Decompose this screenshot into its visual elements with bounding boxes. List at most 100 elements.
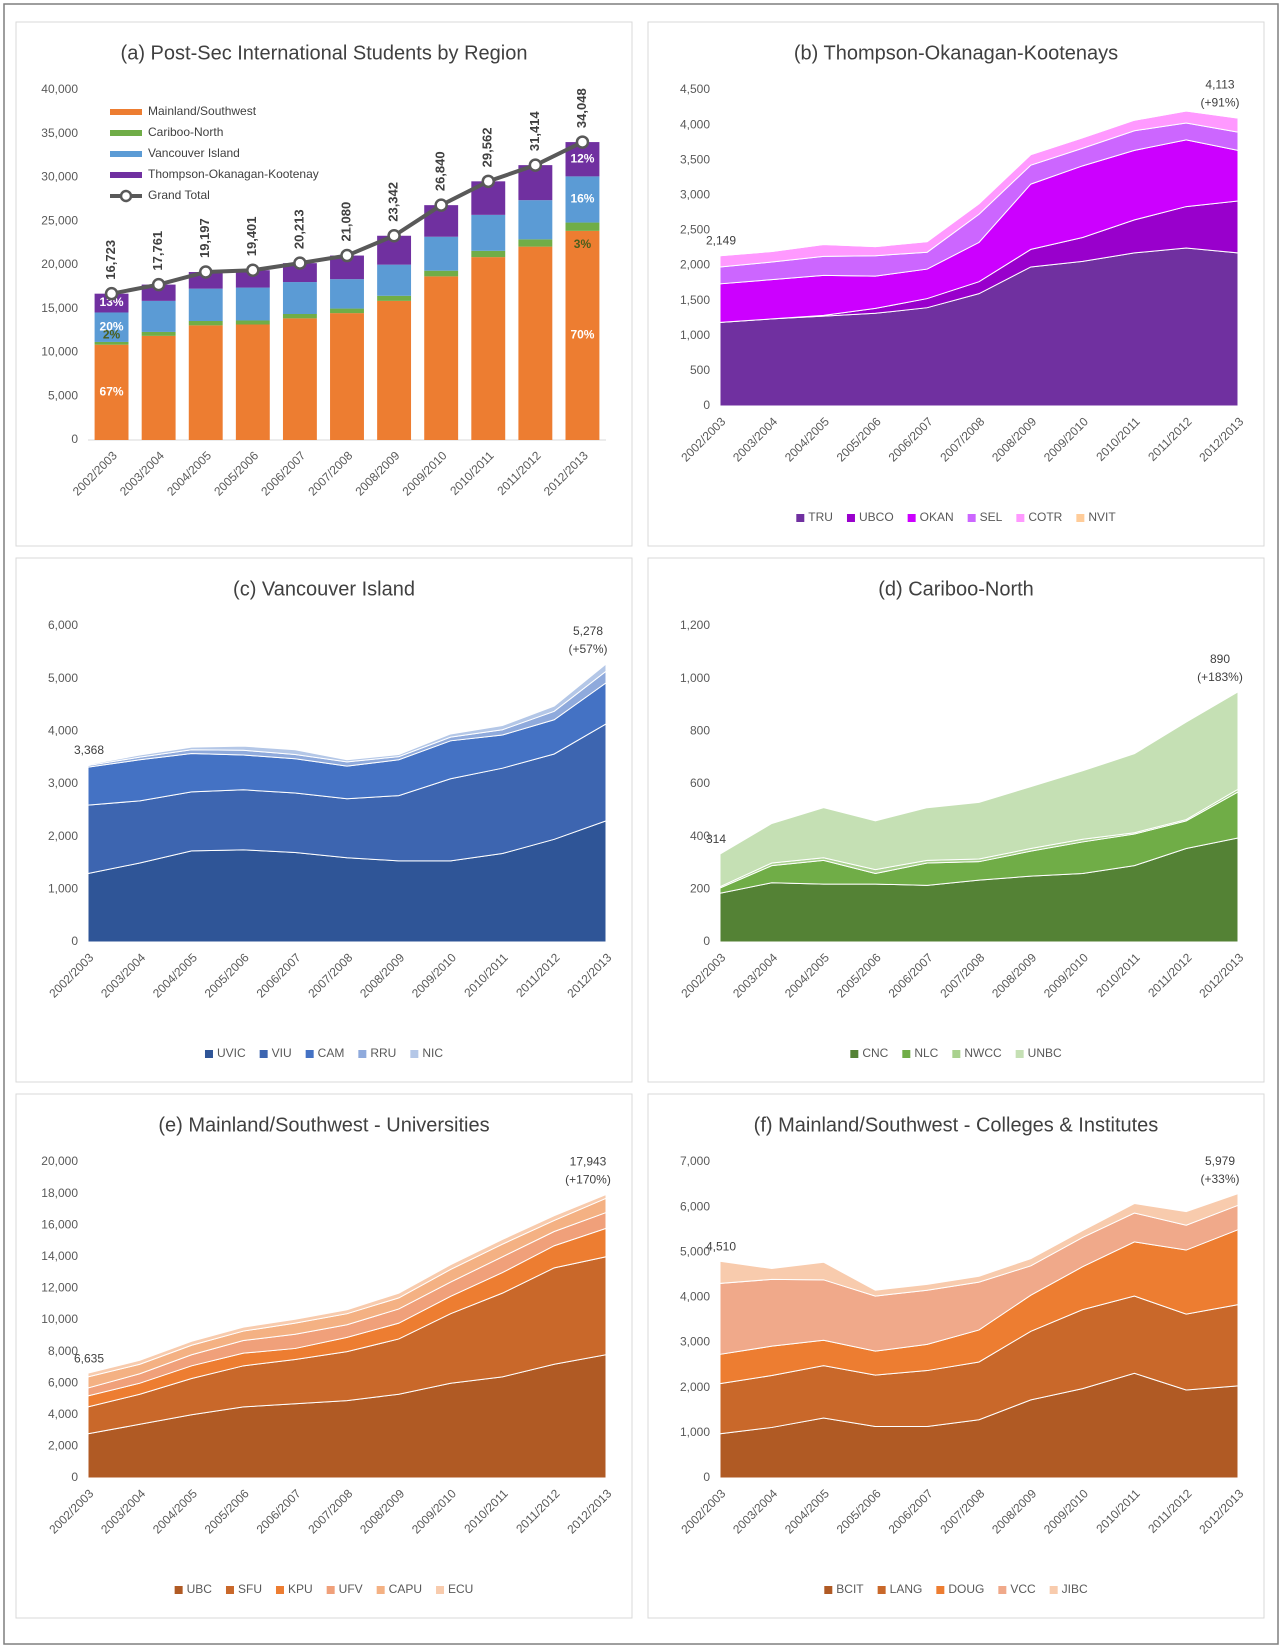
y-tick-label: 15,000 [41, 301, 78, 315]
y-tick-label: 1,000 [680, 1425, 710, 1439]
bar-segment [141, 335, 176, 440]
y-tick-label: 2,500 [680, 223, 710, 237]
total-label: 16,723 [103, 240, 118, 280]
legend-label: UBCO [859, 510, 894, 524]
legend-label: Grand Total [148, 188, 210, 202]
legend-label: NWCC [964, 1046, 1002, 1060]
chart-title: (d) Cariboo-North [878, 578, 1034, 600]
bar-segment [330, 313, 364, 440]
legend-swatch [358, 1050, 367, 1058]
legend-swatch [1015, 1050, 1024, 1058]
legend-swatch [305, 1050, 314, 1058]
chart-title: (c) Vancouver Island [233, 578, 415, 600]
legend-label: ECU [448, 1582, 473, 1596]
total-marker [198, 265, 213, 279]
legend-swatch [326, 1586, 335, 1594]
y-tick-label: 4,000 [680, 117, 710, 131]
area [87, 1193, 607, 1378]
legend-swatch [110, 151, 142, 157]
y-tick-label: 1,000 [48, 882, 78, 896]
legend-label: KPU [288, 1582, 313, 1596]
area [719, 109, 1239, 257]
y-tick-label: 2,000 [680, 258, 710, 272]
bar-segment [282, 263, 317, 283]
y-tick-label: 2,000 [48, 829, 78, 843]
legend-label: UFV [339, 1582, 363, 1596]
legend-swatch [376, 1586, 385, 1594]
legend-label: TRU [808, 510, 833, 524]
share-label: 67% [100, 385, 124, 399]
total-marker [340, 248, 354, 263]
total-marker [293, 256, 307, 270]
total-marker [104, 286, 119, 301]
y-tick-label: 8,000 [48, 1344, 78, 1358]
y-tick-label: 4,000 [680, 1290, 710, 1304]
legend: BCIT LANG DOUG VCC JIBC [824, 1582, 1088, 1596]
legend-swatch [796, 514, 805, 522]
legend-swatch [952, 1050, 961, 1058]
y-tick-label: 0 [703, 1470, 710, 1484]
bar-segment [141, 331, 176, 336]
y-tick-label: 10,000 [41, 345, 78, 359]
y-tick-label: 200 [690, 882, 710, 896]
share-label: 2% [103, 327, 121, 341]
y-tick-label: 5,000 [48, 671, 78, 685]
legend-swatch [110, 172, 142, 178]
total-label: 20,213 [291, 209, 306, 249]
total-label: 23,342 [386, 182, 401, 222]
area [719, 1192, 1239, 1297]
y-tick-label: 5,000 [48, 388, 78, 402]
legend-swatch [998, 1586, 1007, 1594]
bar-segment [565, 222, 600, 231]
y-tick-label: 5,000 [680, 1244, 710, 1258]
total-marker [151, 277, 166, 292]
legend-label: SEL [980, 510, 1003, 524]
legend-label: JIBC [1062, 1582, 1088, 1596]
legend-swatch [225, 1586, 234, 1594]
total-marker [387, 229, 401, 243]
chart-panel: (c) Vancouver Island 0 1,000 2,000 3,000 4,00… [15, 557, 633, 1083]
bar-segment [188, 288, 223, 321]
legend-swatch [1076, 514, 1085, 522]
legend-label: BCIT [836, 1582, 864, 1596]
legend-label: VIU [272, 1046, 292, 1060]
chart-title: (b) Thompson-Okanagan-Kootenays [794, 42, 1118, 64]
total-label: 31,414 [527, 111, 542, 152]
y-tick-label: 800 [690, 724, 710, 738]
legend-label: DOUG [948, 1582, 984, 1596]
chart-title: (a) Post-Sec International Students by R… [121, 42, 528, 64]
share-label: 12% [570, 151, 594, 165]
legend-label: VCC [1010, 1582, 1036, 1596]
legend-label: OKAN [920, 510, 954, 524]
y-tick-label: 40,000 [41, 82, 78, 96]
bar-segment [377, 300, 412, 440]
bar-segment [94, 344, 129, 440]
legend-label: NLC [914, 1046, 938, 1060]
legend-swatch [967, 514, 976, 522]
legend-label: Thompson-Okanagan-Kootenay [148, 167, 319, 181]
legend-swatch [259, 1050, 268, 1058]
legend-swatch [1049, 1586, 1058, 1594]
y-tick-label: 400 [690, 829, 710, 843]
legend-label: Mainland/Southwest [148, 104, 257, 118]
y-tick-label: 12,000 [41, 1281, 78, 1295]
y-tick-label: 25,000 [41, 213, 78, 227]
y-tick-label: 3,500 [680, 152, 710, 166]
bar-segment [94, 341, 129, 345]
total-label: 19,197 [197, 218, 212, 258]
end-label: (+170%) [565, 1173, 611, 1187]
end-label: (+33%) [1200, 1172, 1239, 1186]
legend-label: LANG [890, 1582, 923, 1596]
legend: TRU UBCO OKAN SEL COTR NVIT [796, 510, 1116, 524]
end-label: (+91%) [1200, 95, 1239, 109]
legend-label: COTR [1028, 510, 1062, 524]
y-tick-label: 14,000 [41, 1249, 78, 1263]
end-label: 17,943 [570, 1155, 607, 1169]
bar-segment [188, 325, 223, 440]
bar-segment [141, 284, 176, 301]
start-label: 4,510 [706, 1239, 736, 1253]
chart-panel: (a) Post-Sec International Students by R… [15, 21, 633, 547]
y-tick-label: 2,000 [680, 1380, 710, 1394]
y-tick-label: 1,500 [680, 293, 710, 307]
